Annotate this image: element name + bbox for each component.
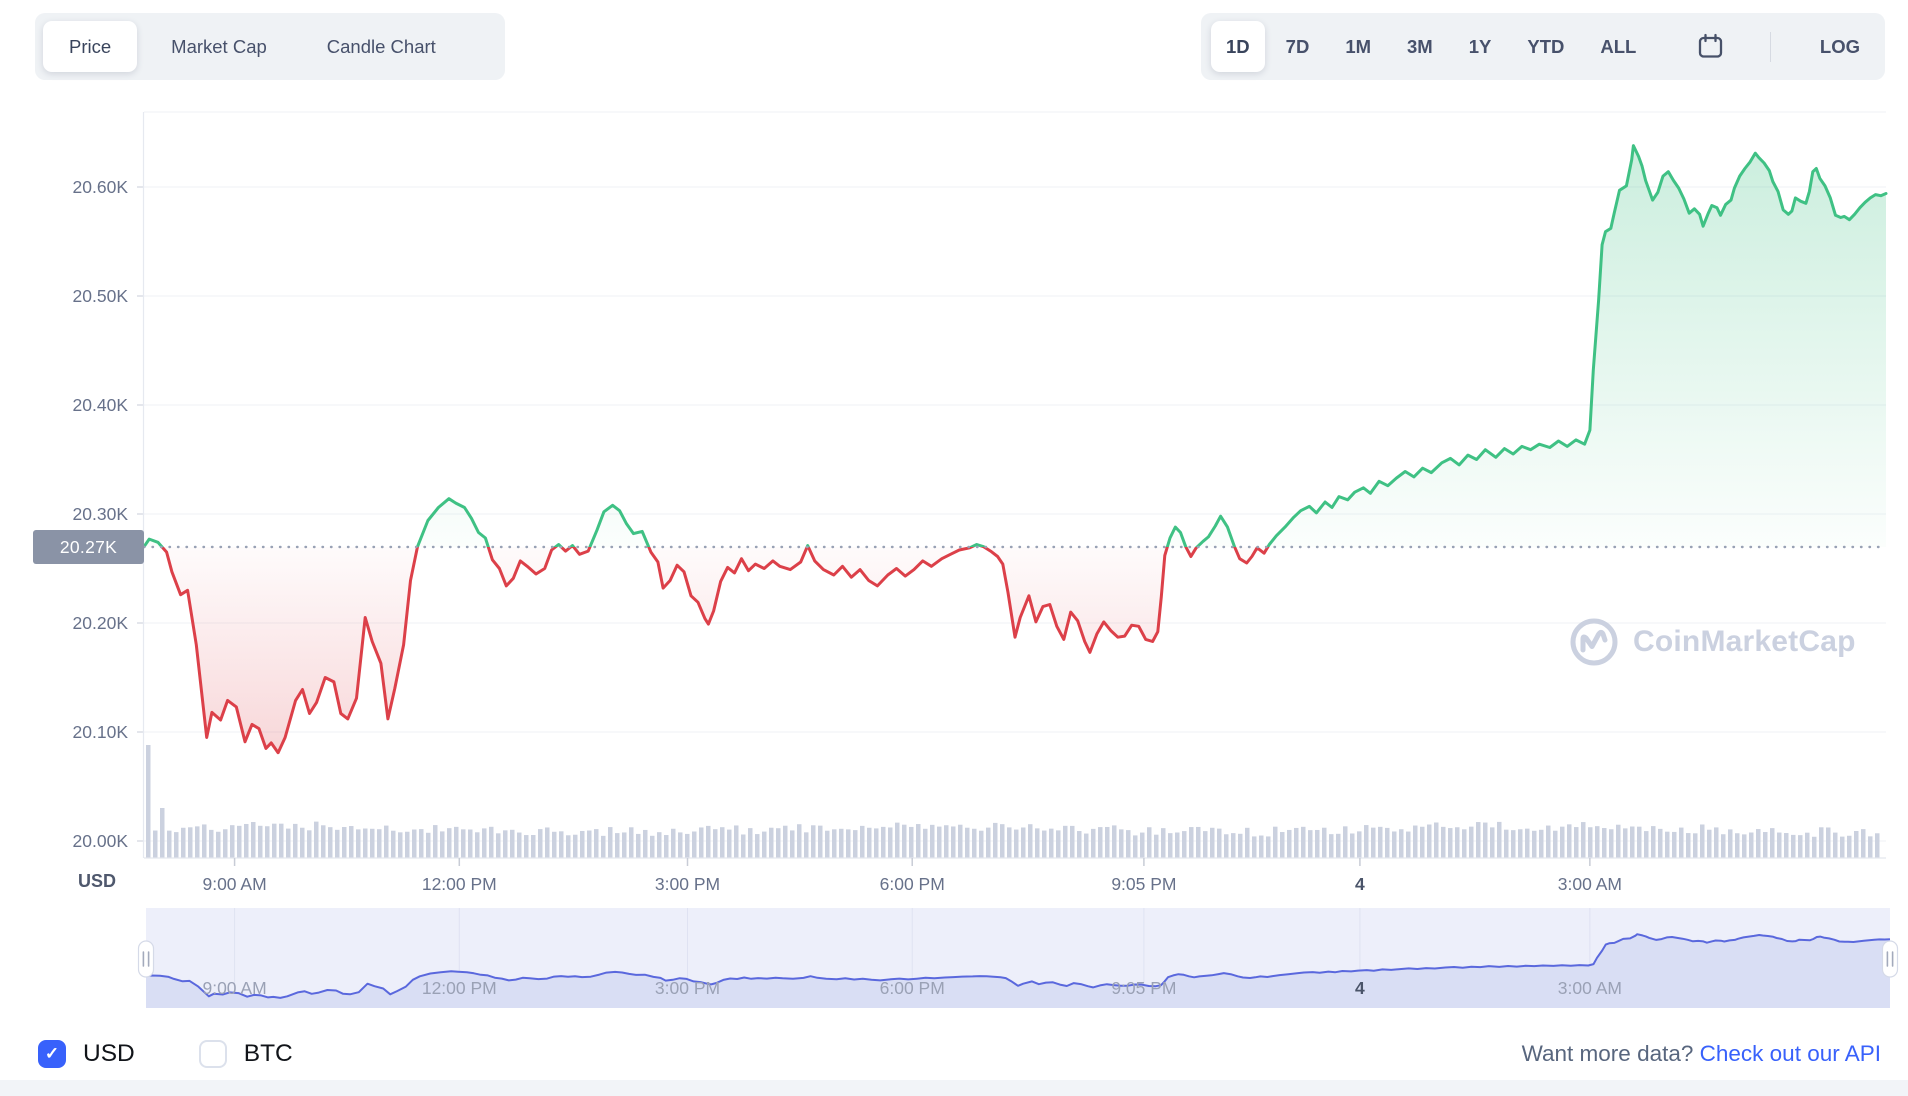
x-tick-9-05-pm: 9:05 PM [1111,874,1177,894]
watermark: CoinMarketCap [1568,616,1856,668]
calendar-button[interactable] [1685,21,1736,72]
nav-tick-9-05-pm: 9:05 PM [1111,978,1177,998]
unchecked-checkbox-icon[interactable] [198,1040,227,1068]
tab-market-cap[interactable]: Market Cap [145,21,293,72]
range-ytd[interactable]: YTD [1512,21,1579,72]
price-area-fill [144,145,1886,753]
nav-handle-left[interactable] [137,940,155,978]
range-7d[interactable]: 7D [1271,21,1325,72]
y-tick-20-10k: 20.10K [72,722,128,742]
y-tick-20-00k: 20.00K [72,831,128,851]
y-tick-20-60k: 20.60K [72,177,128,197]
toggle-btc[interactable]: BTC [198,1040,293,1068]
toggle-label-btc: BTC [243,1040,293,1067]
y-tick-20-20k: 20.20K [72,613,128,633]
log-scale-toggle[interactable]: LOG [1805,21,1875,72]
nav-tick-6-00-pm: 6:00 PM [879,978,945,998]
api-promo: Want more data? Check out our API [1522,1041,1881,1067]
checked-checkbox-icon[interactable]: ✓ [38,1040,66,1068]
range-1y[interactable]: 1Y [1454,21,1507,72]
calendar-icon [1699,33,1723,58]
x-tick-3-00-am: 3:00 AM [1557,874,1622,894]
x-tick-12-00-pm: 12:00 PM [421,874,497,894]
tab-price[interactable]: Price [43,21,138,72]
price-line [142,144,1888,755]
nav-tick-3-00-pm: 3:00 PM [654,978,721,998]
footer-prompt: Want more data? [1521,1041,1694,1066]
x-tick-6-00-pm: 6:00 PM [879,874,945,894]
nav-tick-12-00-pm: 12:00 PM [421,978,497,998]
axis-unit-label: USD [77,871,116,891]
range-all[interactable]: ALL [1585,21,1651,72]
current-price-badge: 20.27K [33,530,144,564]
range-buttons: 1D 7D 1M 3M 1Y YTD ALL [1211,21,1651,72]
currency-toggles: ✓ USD BTC [38,1040,293,1068]
volume-bars [146,745,1880,858]
watermark-label: CoinMarketCap [1633,625,1856,658]
nav-tick-4: 4 [1355,978,1365,998]
y-tick-20-50k: 20.50K [72,286,128,306]
nav-tick-9-00-am: 9:00 AM [202,978,267,998]
coinmarketcap-logo-icon [1570,618,1618,666]
api-link[interactable]: Check out our API [1699,1041,1881,1066]
tab-candle-chart[interactable]: Candle Chart [301,21,462,72]
toolbar-divider [1770,31,1772,62]
range-1d[interactable]: 1D [1211,21,1265,72]
toggle-label-usd: USD [83,1040,135,1067]
range-3m[interactable]: 3M [1392,21,1448,72]
chart-type-toolbar: Price Market Cap Candle Chart [35,13,505,80]
y-tick-20-30k: 20.30K [72,504,128,524]
navigator[interactable] [137,908,1899,1008]
x-axis [144,857,1886,866]
range-1m[interactable]: 1M [1330,21,1386,72]
y-tick-20-40k: 20.40K [72,395,128,415]
x-tick-4: 4 [1355,874,1365,894]
page-background-strip [0,1080,1908,1096]
x-tick-9-00-am: 9:00 AM [202,874,267,894]
plot-area[interactable] [144,112,1886,858]
nav-handle-right[interactable] [1881,940,1899,978]
x-tick-3-00-pm: 3:00 PM [654,874,721,894]
toggle-usd[interactable]: ✓ USD [38,1040,135,1068]
range-toolbar: 1D 7D 1M 3M 1Y YTD ALL LOG [1201,13,1885,80]
nav-tick-3-00-am: 3:00 AM [1557,978,1622,998]
